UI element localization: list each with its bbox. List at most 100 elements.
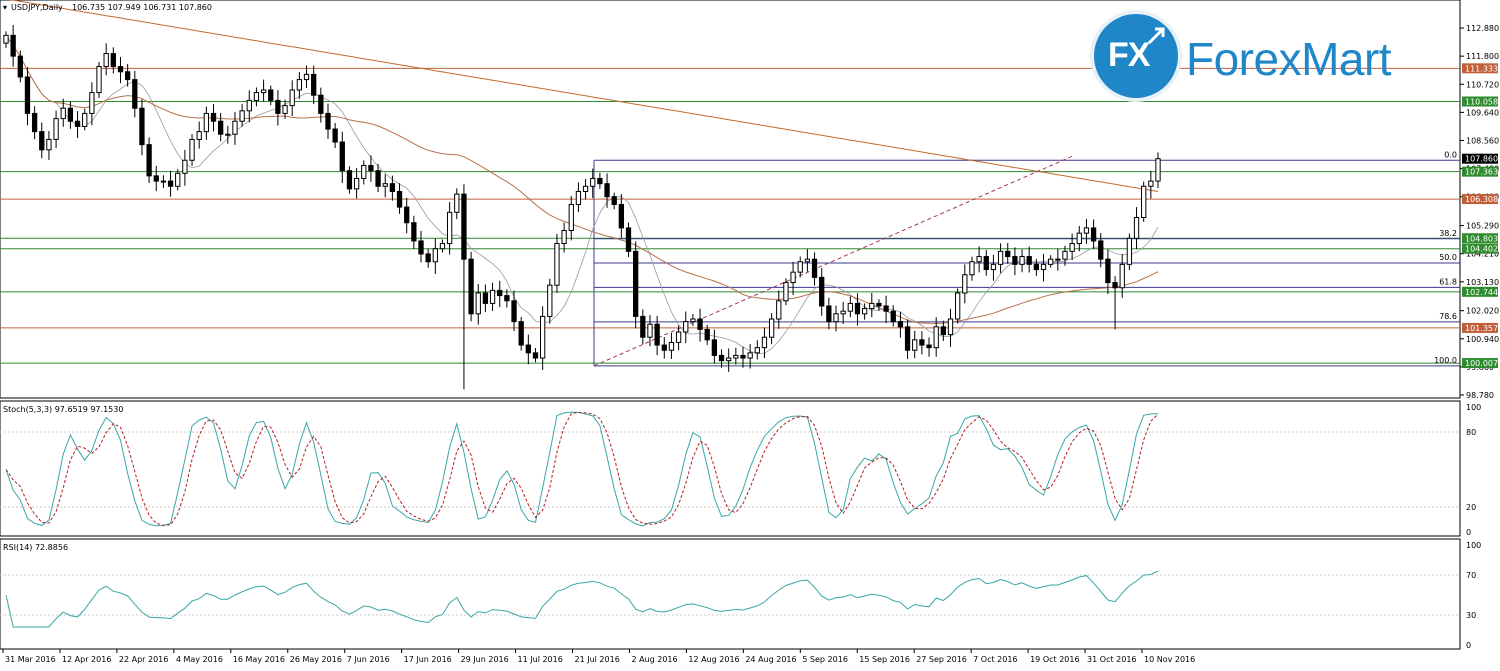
price-label-tag: 110.058 xyxy=(1462,96,1498,107)
candle-body xyxy=(303,73,310,81)
candle-body xyxy=(547,284,553,317)
candle-body xyxy=(396,190,403,208)
candle xyxy=(311,65,317,105)
candle-body xyxy=(232,120,238,135)
time-tick-label: 12 Apr 2016 xyxy=(62,655,111,664)
candle xyxy=(840,301,846,324)
candle-body xyxy=(539,315,546,359)
candle xyxy=(96,61,102,98)
candle-body xyxy=(647,323,653,338)
candle-body xyxy=(24,76,31,114)
stoch-main-line xyxy=(5,411,1159,527)
candle-body xyxy=(253,92,260,101)
candle xyxy=(1076,225,1082,252)
time-tick-label: 29 Jun 2016 xyxy=(461,655,509,664)
logo-circle: FX xyxy=(1094,14,1178,98)
candle-body xyxy=(1062,250,1068,260)
candle-body xyxy=(96,66,102,94)
candle xyxy=(747,343,753,369)
price-label-box xyxy=(1462,96,1498,107)
candle xyxy=(897,311,904,338)
candle xyxy=(17,50,23,83)
candle-body xyxy=(1098,240,1104,260)
candle-body xyxy=(67,107,74,122)
ohlc-values: 106.735 107.949 106.731 107.860 xyxy=(72,3,212,12)
candle-body xyxy=(1019,256,1025,265)
candle xyxy=(997,243,1004,274)
candle xyxy=(153,166,159,192)
price-label-text: 102.744 xyxy=(1465,288,1498,297)
candle-body xyxy=(318,94,324,114)
candle-body xyxy=(1069,243,1075,252)
candle xyxy=(955,288,961,324)
candle-body xyxy=(325,112,331,130)
candle xyxy=(711,329,718,364)
candle-body xyxy=(983,256,989,271)
candle-body xyxy=(454,193,460,213)
candle-body xyxy=(1141,185,1147,219)
logo-fx-text: FX xyxy=(1108,36,1150,74)
candle xyxy=(175,169,181,191)
candle-body xyxy=(683,321,689,333)
candle xyxy=(690,314,696,326)
candle-body xyxy=(218,120,224,135)
candle xyxy=(890,305,896,327)
time-tick-label: 16 May 2016 xyxy=(233,655,285,664)
stoch-panel[interactable] xyxy=(0,400,1461,537)
candle xyxy=(547,278,553,324)
candle xyxy=(554,233,560,293)
candle xyxy=(976,246,982,273)
price-tick-label: 100.940 xyxy=(1466,335,1499,344)
candle xyxy=(668,332,675,359)
candle-body xyxy=(418,240,424,255)
candle xyxy=(1062,245,1068,266)
candle-body xyxy=(633,250,639,317)
time-tick-label: 7 Oct 2016 xyxy=(973,655,1017,664)
candle-body xyxy=(783,282,789,302)
candle-body xyxy=(876,302,882,307)
candle xyxy=(117,56,124,84)
ma-fast-line xyxy=(5,35,1159,354)
rsi-panel[interactable] xyxy=(0,538,1461,650)
candle-body xyxy=(1026,256,1032,265)
candle-body xyxy=(811,258,818,278)
stochastic-oscillator: 100 80 20 0 xyxy=(0,403,1481,537)
candle xyxy=(926,337,932,357)
candle xyxy=(167,170,174,197)
candle xyxy=(53,110,59,149)
candle-body xyxy=(182,159,188,174)
candle-body xyxy=(568,204,574,232)
price-tick-label: 108.560 xyxy=(1466,136,1499,145)
candle-body xyxy=(969,261,975,276)
candle-body xyxy=(82,112,88,127)
candle-body xyxy=(268,89,274,101)
candle xyxy=(74,111,81,138)
candle xyxy=(1098,233,1104,268)
time-tick-label: 31 Oct 2016 xyxy=(1087,655,1136,664)
candle xyxy=(1048,255,1054,268)
candle xyxy=(1141,181,1147,222)
candle-body xyxy=(375,170,381,187)
candle xyxy=(146,137,152,183)
candle-body xyxy=(225,133,231,136)
candle-body xyxy=(904,326,911,351)
time-tick-label: 7 Jun 2016 xyxy=(347,655,390,664)
candle xyxy=(504,289,510,308)
candle-body xyxy=(990,263,997,271)
candle xyxy=(225,126,231,144)
candle-body xyxy=(897,321,904,328)
candle xyxy=(1148,170,1154,199)
candle-body xyxy=(1133,217,1140,239)
candle xyxy=(1069,233,1075,261)
candle xyxy=(768,313,775,345)
candle-body xyxy=(361,164,367,179)
candle-body xyxy=(482,292,489,304)
candle-body xyxy=(139,107,145,146)
stoch-tick-label: 0 xyxy=(1466,528,1471,537)
candle-body xyxy=(590,177,596,187)
candle xyxy=(218,112,224,142)
candle xyxy=(446,201,453,255)
candle xyxy=(132,70,138,118)
candle-body xyxy=(1012,256,1018,265)
